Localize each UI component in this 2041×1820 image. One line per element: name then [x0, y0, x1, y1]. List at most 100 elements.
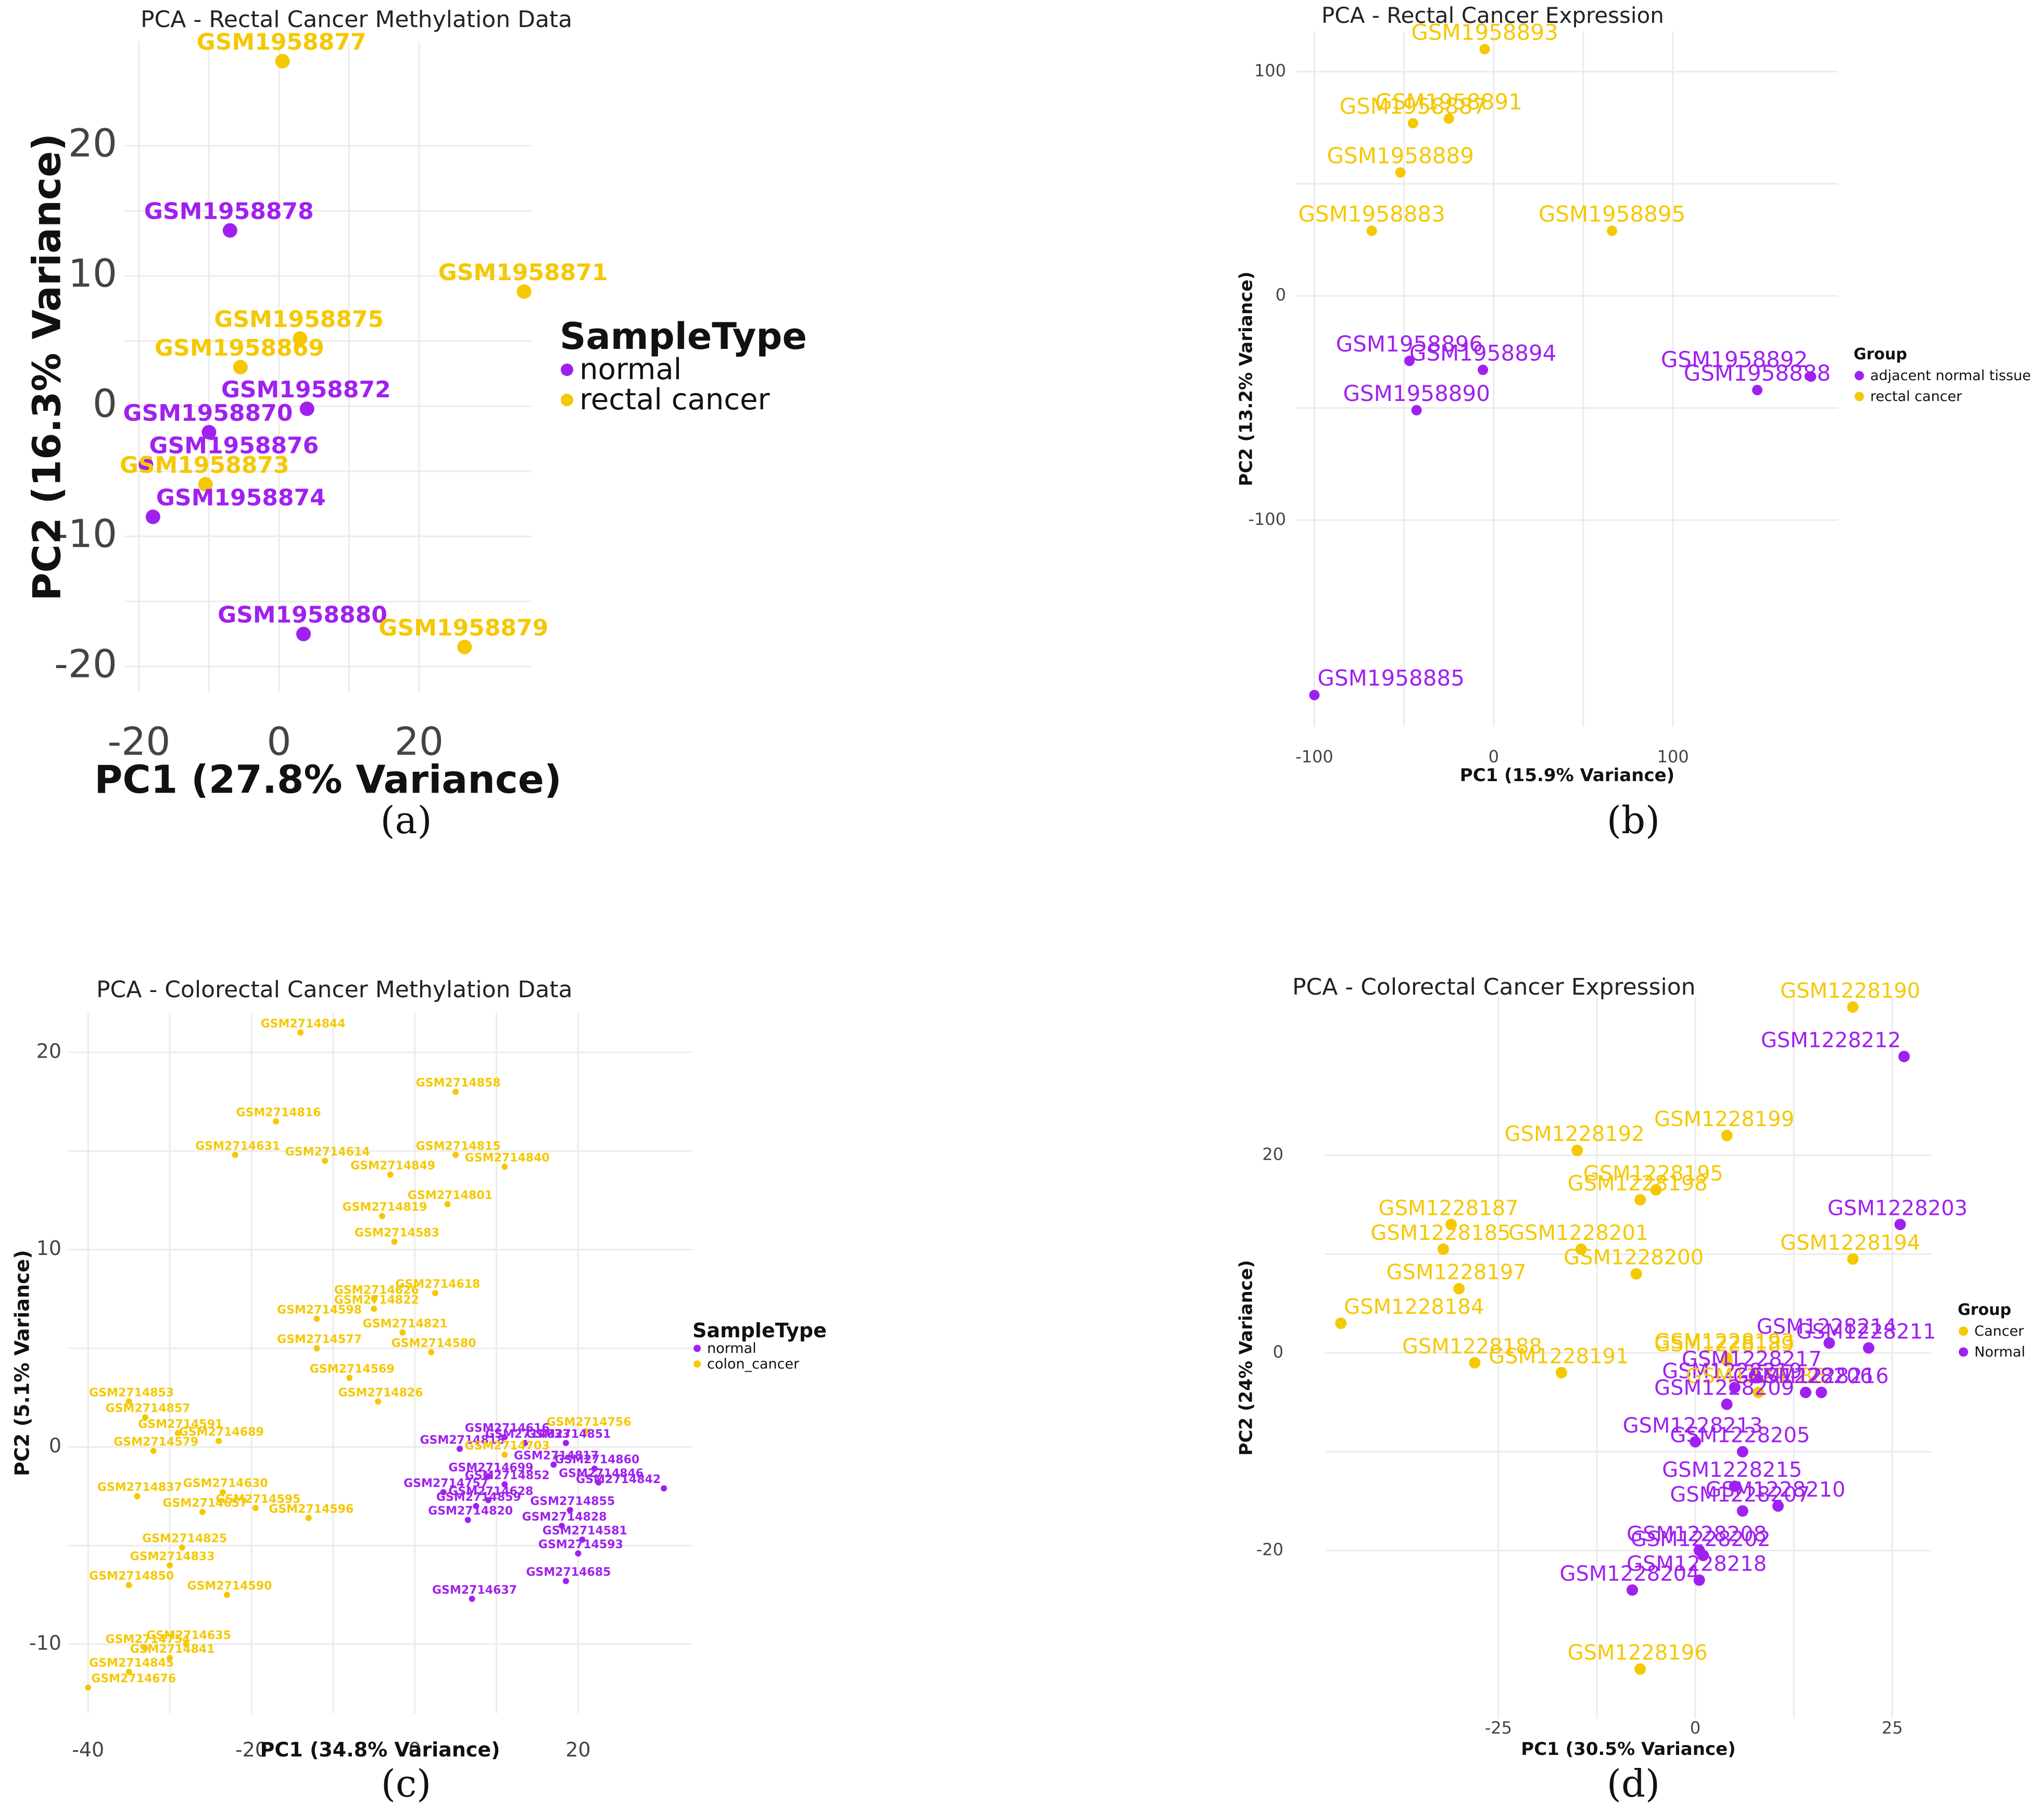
point-label: GSM1228188: [1402, 1335, 1542, 1359]
data-point: [579, 1536, 586, 1543]
data-point: [1478, 365, 1489, 375]
data-point: [1862, 1342, 1874, 1354]
data-point: [167, 1654, 173, 1661]
data-point: [485, 1497, 492, 1503]
point-label: GSM2714857: [106, 1402, 191, 1415]
data-point: [1395, 167, 1406, 178]
y-tick-label: -20: [54, 642, 117, 687]
data-point: [391, 1238, 398, 1245]
point-label: GSM1958879: [379, 615, 548, 642]
point-label: GSM2714853: [89, 1386, 174, 1399]
data-point: [1309, 689, 1320, 700]
data-point: [1898, 1050, 1910, 1062]
data-point: [313, 1315, 320, 1322]
point-label: GSM1958875: [214, 306, 384, 333]
point-label: GSM2714841: [130, 1643, 215, 1656]
data-point: [252, 1504, 259, 1511]
data-points: GSM2714844 GSM2714858 GSM2714816 GSM2714631…: [85, 1018, 667, 1691]
point-label: GSM2714618: [395, 1278, 480, 1291]
data-point: [464, 1516, 471, 1523]
point-label: GSM1228190: [1780, 979, 1920, 1003]
point-label: GSM1958880: [218, 602, 387, 629]
data-point: [145, 509, 160, 524]
y-tick-label: 20: [68, 121, 117, 166]
data-point: [452, 1088, 459, 1095]
data-point: [1799, 1386, 1811, 1398]
point-label: GSM2714842: [576, 1473, 661, 1486]
x-tick-label: 20: [395, 719, 444, 764]
point-label: GSM1228197: [1387, 1261, 1527, 1285]
point-label: GSM1228202: [1631, 1527, 1771, 1551]
point-label: GSM1958877: [197, 29, 367, 56]
legend-key: [1855, 392, 1864, 401]
point-label: GSM1958869: [155, 335, 324, 361]
data-point: [125, 1398, 132, 1405]
data-point: [473, 1503, 480, 1510]
point-label: GSM2714630: [183, 1477, 268, 1490]
data-point: [293, 331, 308, 346]
legend-label: Cancer: [1974, 1323, 2024, 1339]
y-tick-label: 0: [93, 382, 117, 426]
point-label: GSM2714590: [187, 1580, 272, 1593]
data-point: [1607, 225, 1618, 236]
point-label: GSM2714818: [420, 1434, 505, 1447]
panel-a: PCA - Rectal Cancer Methylation Data -20 0…: [25, 6, 807, 842]
point-label: GSM2714580: [392, 1337, 476, 1350]
point-label: GSM1958871: [438, 259, 608, 286]
point-label: GSM1228215: [1662, 1458, 1802, 1482]
point-label: GSM2714633: [485, 1428, 570, 1441]
point-label: GSM2714851: [526, 1428, 611, 1441]
point-label: GSM2714754: [106, 1633, 191, 1646]
point-label: GSM2714860: [555, 1453, 639, 1466]
panel-label: (c): [381, 1762, 432, 1805]
data-point: [432, 1290, 438, 1296]
data-point: [85, 1684, 92, 1691]
point-label: GSM2714631: [195, 1140, 280, 1153]
y-tick-label: 10: [36, 1237, 61, 1260]
point-label: GSM2714598: [277, 1303, 362, 1316]
point-label: GSM1228214: [1757, 1315, 1897, 1339]
point-label: GSM1228216: [1749, 1364, 1889, 1388]
y-axis-label: PC2 (5.1% Variance): [11, 1250, 34, 1476]
data-point: [516, 284, 532, 299]
y-tick-label: 20: [1262, 1145, 1283, 1164]
point-label: GSM2714816: [236, 1106, 321, 1119]
data-point: [1721, 1398, 1733, 1410]
data-point: [550, 1461, 557, 1468]
point-label: GSM1958870: [123, 400, 293, 426]
point-label: GSM1958872: [221, 376, 391, 403]
point-label: GSM1958894: [1409, 340, 1557, 366]
data-point: [201, 425, 217, 440]
data-point: [220, 1489, 226, 1496]
data-point: [1894, 1219, 1906, 1231]
data-point: [1729, 1480, 1741, 1492]
point-label: GSM2714577: [277, 1333, 362, 1346]
point-label: GSM2714833: [130, 1550, 215, 1563]
gridlines: [1325, 997, 1932, 1718]
legend: Group adjacent normal tissue rectal cancer: [1854, 345, 2031, 405]
panel-c: PCA - Colorectal Cancer Methylation Data…: [11, 976, 827, 1805]
point-label: GSM1228205: [1670, 1424, 1810, 1448]
data-point: [1335, 1317, 1347, 1329]
data-point: [1748, 1370, 1760, 1382]
data-point: [1847, 1253, 1859, 1265]
point-label: GSM1958874: [156, 485, 326, 511]
point-label: GSM2714581: [543, 1525, 627, 1538]
y-axis-label: PC2 (16.3% Variance): [25, 133, 70, 601]
point-label: GSM2714595: [216, 1493, 300, 1506]
data-point: [142, 1414, 149, 1421]
point-label: GSM1958893: [1411, 19, 1558, 45]
data-point: [1753, 1386, 1765, 1398]
data-point: [591, 1465, 598, 1472]
point-label: GSM2714846: [559, 1467, 644, 1480]
x-tick-label: -20: [235, 1738, 268, 1761]
data-point: [232, 1151, 238, 1158]
data-point: [1627, 1584, 1639, 1596]
point-label: GSM1958885: [1317, 666, 1465, 691]
data-point: [1650, 1184, 1662, 1196]
x-tick-label: -40: [72, 1738, 104, 1761]
chart-title: PCA - Colorectal Cancer Expression: [1292, 974, 1696, 1000]
x-axis-label: PC1 (30.5% Variance): [1521, 1739, 1735, 1760]
data-point: [346, 1374, 353, 1381]
x-tick-label: -100: [1295, 747, 1333, 767]
